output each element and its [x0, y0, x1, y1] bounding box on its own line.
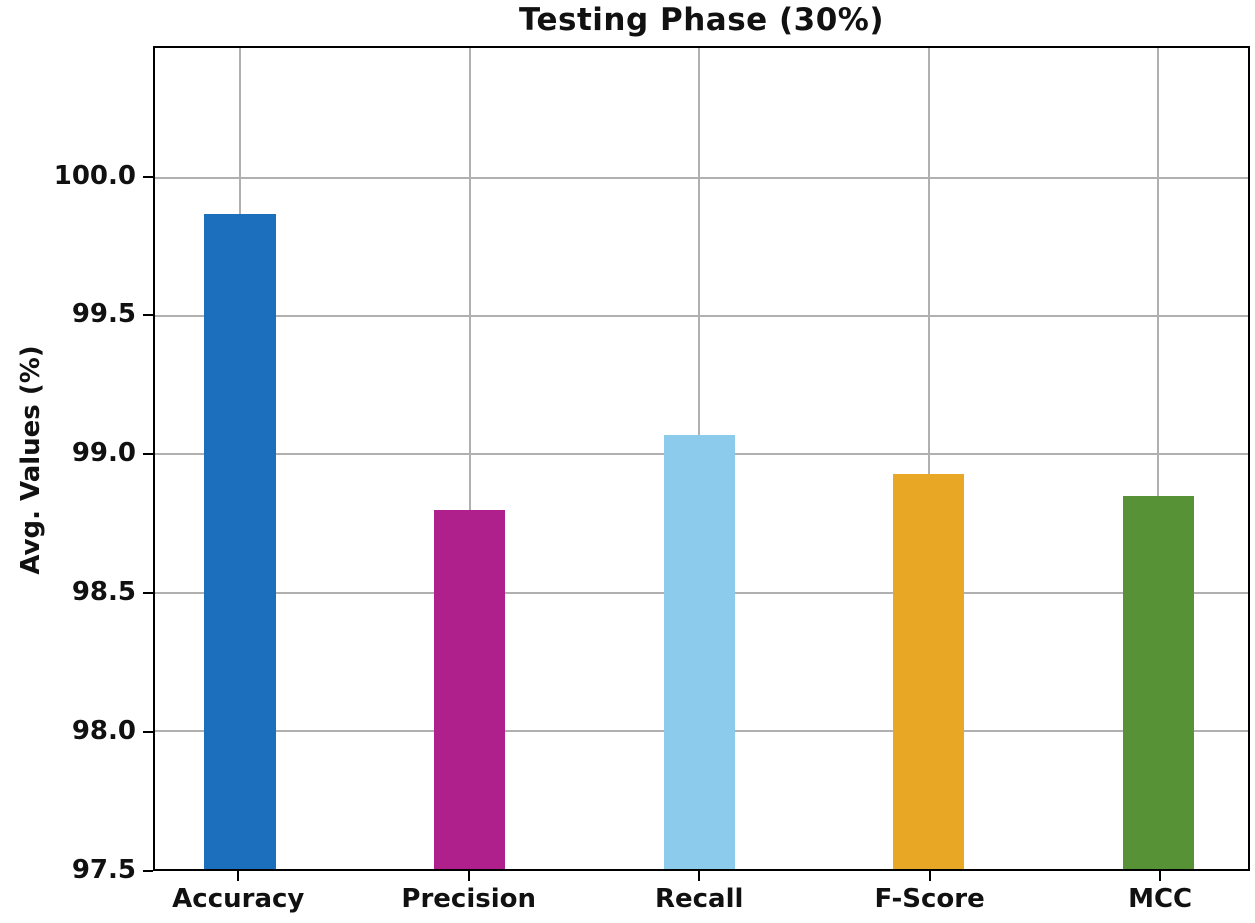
bar-recall — [663, 435, 735, 869]
h-gridline — [155, 176, 1248, 179]
x-tick-mark — [698, 871, 701, 881]
plot-area — [153, 46, 1250, 871]
bar-precision — [433, 509, 506, 869]
y-tick-label: 99.5 — [71, 299, 136, 330]
y-tick-mark — [143, 175, 153, 178]
v-gridline — [927, 48, 930, 869]
y-tick-mark — [143, 870, 153, 872]
v-gridline — [468, 48, 471, 869]
bar-f-score — [893, 473, 965, 869]
x-tick-label: MCC — [1128, 884, 1193, 914]
y-tick-label: 98.0 — [71, 716, 136, 747]
x-tick-label: F-Score — [874, 884, 985, 914]
y-tick-mark — [143, 731, 153, 734]
x-tick-mark — [1159, 871, 1162, 881]
x-tick-mark — [237, 871, 240, 881]
x-tick-label: Recall — [654, 884, 744, 914]
x-tick-label: Precision — [401, 884, 537, 914]
x-tick-mark — [928, 871, 931, 881]
x-tick-mark — [467, 871, 470, 881]
y-tick-label: 99.0 — [71, 438, 136, 469]
chart-title: Testing Phase (30%) — [518, 2, 885, 38]
x-tick-label: Accuracy — [172, 884, 305, 914]
bar-accuracy — [204, 213, 276, 869]
y-tick-mark — [143, 314, 153, 317]
v-gridline — [1157, 48, 1160, 869]
y-tick-mark — [143, 453, 153, 456]
y-tick-label: 100.0 — [53, 160, 136, 191]
y-tick-label: 97.5 — [71, 855, 136, 885]
bar-mcc — [1122, 495, 1195, 869]
y-tick-label: 98.5 — [71, 577, 136, 608]
y-tick-mark — [143, 592, 153, 595]
h-gridline — [155, 315, 1248, 318]
